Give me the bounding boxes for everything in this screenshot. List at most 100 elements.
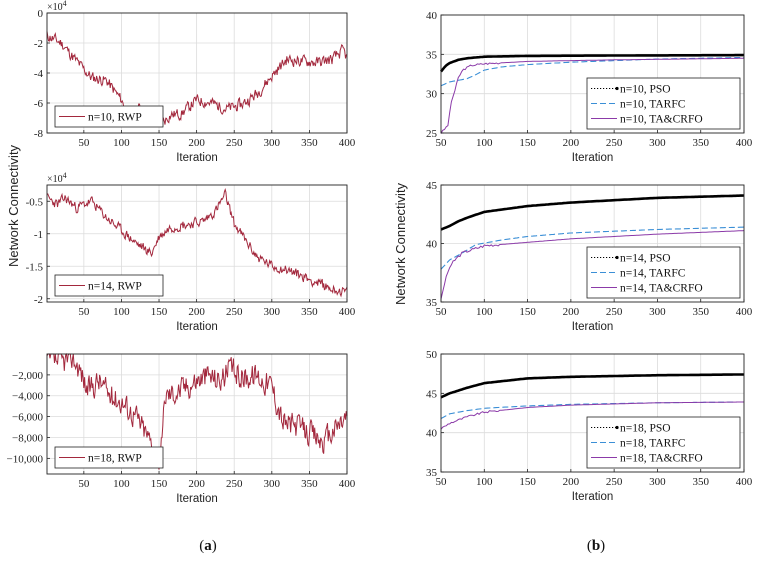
- legend-label: n=18, TA&CRFO: [620, 453, 703, 465]
- x-tick-label: 350: [692, 137, 709, 149]
- legend: n=10, RWP: [54, 105, 164, 128]
- x-tick-label: 150: [519, 476, 536, 488]
- y-tick-label: 40: [426, 10, 438, 22]
- x-tick-label: 300: [264, 137, 281, 149]
- x-tick-label: 100: [113, 137, 130, 149]
- legend-label: n=10, RWP: [88, 112, 142, 124]
- x-tick-label: 350: [692, 476, 709, 488]
- legend: n=14, RWP: [54, 274, 164, 297]
- x-tick-label: 50: [436, 306, 448, 318]
- y-tick-label: 0: [38, 8, 44, 20]
- x-tick-label: 400: [339, 306, 356, 318]
- legend-marker: [615, 425, 619, 430]
- x-tick-label: 50: [78, 306, 90, 318]
- y-axis-multiplier: ×104: [47, 0, 67, 13]
- series-line-b1-0: [439, 53, 744, 73]
- x-tick-label: 100: [113, 306, 130, 318]
- y-tick-label: 45: [426, 388, 438, 400]
- y-tick-label: −2,000: [12, 370, 43, 382]
- series-line-a3-0: [46, 353, 348, 470]
- chart-b2: 50 100 150 200 250 300 350 400 35 40 45 Iteration n=…: [426, 180, 753, 333]
- x-axis-label: Iteration: [572, 321, 614, 333]
- y-tick-label: -1: [34, 229, 43, 241]
- caption-b: (b): [587, 538, 605, 554]
- x-tick-label: 150: [151, 137, 168, 149]
- x-tick-label: 250: [226, 137, 243, 149]
- legend-marker: [615, 86, 619, 91]
- y-tick-label: -2: [34, 38, 43, 50]
- y-tick-label: 40: [426, 428, 438, 440]
- y-axis-label-a: Network Connectivity: [6, 144, 21, 267]
- legend-label: n=14, TA&CRFO: [620, 283, 703, 295]
- x-tick-label: 50: [436, 476, 448, 488]
- x-tick-label: 300: [264, 478, 281, 490]
- legend: n=14, PSO n=14, TARFC n=14, TA&CRFO: [586, 246, 741, 299]
- y-axis-multiplier: ×104: [47, 171, 67, 185]
- legend-box: [54, 446, 164, 469]
- y-tick-label: -2: [34, 294, 43, 306]
- plot-frame: [440, 14, 745, 134]
- x-tick-label: 250: [226, 306, 243, 318]
- x-tick-label: 100: [476, 137, 493, 149]
- x-tick-label: 200: [563, 476, 580, 488]
- x-axis-label: Iteration: [572, 491, 614, 503]
- x-tick-label: 400: [736, 306, 753, 318]
- x-axis-label: Iteration: [572, 152, 614, 164]
- x-tick-label: 250: [606, 137, 623, 149]
- x-tick-label: 100: [476, 476, 493, 488]
- legend-label: n=14, PSO: [620, 253, 671, 265]
- y-tick-label: -1.5: [26, 261, 44, 273]
- x-tick-label: 150: [519, 306, 536, 318]
- chart-b1: 50 100 150 200 250 300 350 400 25 30 35 40 Iteration…: [426, 10, 753, 164]
- series-line-b3-2: [440, 401, 744, 430]
- legend-label: n=14, RWP: [88, 281, 142, 293]
- x-tick-label: 100: [113, 478, 130, 490]
- y-tick-label: −8,000: [12, 432, 43, 444]
- x-tick-label: 300: [649, 306, 666, 318]
- y-tick-label: 40: [426, 239, 438, 251]
- legend-label: n=18, TARFC: [620, 438, 686, 450]
- y-tick-label: 45: [426, 180, 438, 192]
- series-line-a2-0: [46, 188, 348, 298]
- x-tick-label: 300: [649, 137, 666, 149]
- chart-a2: 50 100 150 200 250 300 350 400 -0.5 -1 -1.5 -2 ×104 I…: [26, 171, 356, 333]
- series-line-a1-0: [46, 31, 348, 126]
- y-tick-label: -6: [34, 98, 44, 110]
- y-tick-label: -8: [34, 128, 44, 140]
- legend-label: n=18, RWP: [88, 453, 142, 465]
- y-tick-label: −10,000: [7, 453, 44, 465]
- x-tick-label: 250: [606, 476, 623, 488]
- y-tick-label: 30: [426, 89, 438, 101]
- legend: n=10, PSO n=10, TARFC n=10, TA&CRFO: [586, 77, 741, 130]
- series-line-b2-1: [440, 226, 745, 270]
- caption-a: (a): [199, 538, 217, 554]
- legend: n=18, PSO n=18, TARFC n=18, TA&CRFO: [586, 416, 741, 469]
- x-tick-label: 400: [339, 137, 356, 149]
- x-tick-label: 350: [301, 478, 318, 490]
- x-tick-label: 200: [188, 137, 205, 149]
- x-tick-label: 150: [519, 137, 536, 149]
- x-tick-label: 250: [226, 478, 243, 490]
- x-tick-label: 350: [301, 306, 318, 318]
- y-tick-label: 35: [426, 297, 438, 309]
- series-line-b3-0: [440, 373, 744, 399]
- x-tick-label: 100: [476, 306, 493, 318]
- x-tick-label: 300: [264, 306, 281, 318]
- x-tick-label: 50: [78, 478, 90, 490]
- series-line-b2-0: [440, 194, 745, 231]
- legend: n=18, RWP: [54, 446, 164, 469]
- x-tick-label: 400: [339, 478, 356, 490]
- x-tick-label: 200: [563, 306, 580, 318]
- x-tick-label: 150: [151, 478, 168, 490]
- series-line-b1-2: [440, 57, 744, 134]
- chart-b3: 50 100 150 200 250 300 350 400 35 40 45 50 Iteration…: [426, 349, 753, 503]
- x-axis-label: Iteration: [176, 493, 218, 505]
- y-tick-label: −4,000: [12, 391, 43, 403]
- x-tick-label: 200: [188, 478, 205, 490]
- x-tick-label: 400: [736, 137, 753, 149]
- x-tick-label: 150: [151, 306, 168, 318]
- x-tick-label: 250: [606, 306, 623, 318]
- y-tick-label: 25: [426, 128, 438, 140]
- legend-box: [54, 105, 164, 128]
- x-tick-label: 50: [78, 137, 90, 149]
